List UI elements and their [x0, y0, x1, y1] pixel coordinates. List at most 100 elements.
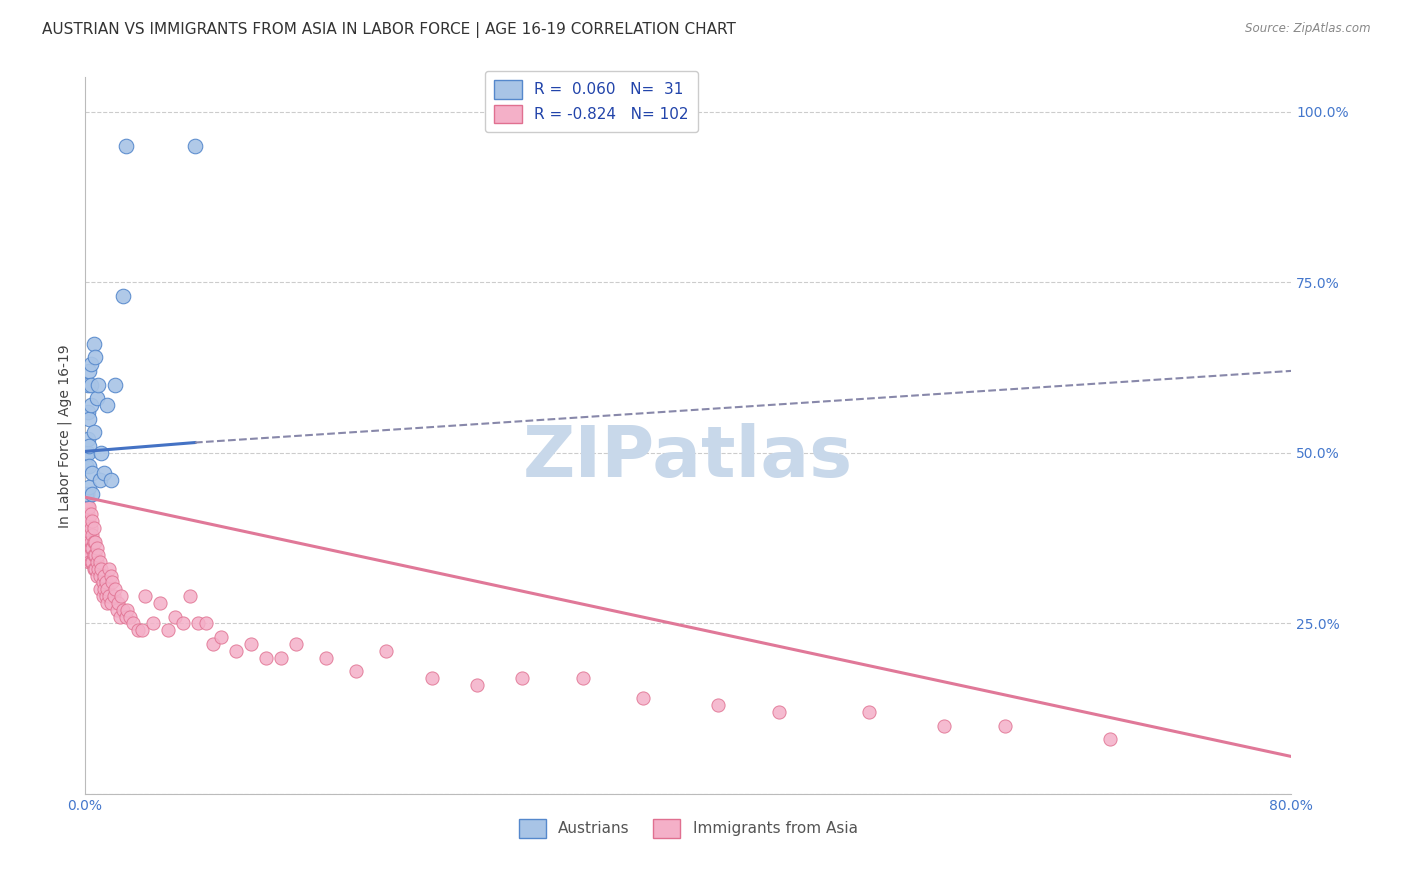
Point — [254, 650, 277, 665]
Point — [77, 446, 100, 460]
Point — [127, 624, 149, 638]
Point — [98, 562, 121, 576]
Point — [77, 541, 100, 556]
Point — [87, 562, 110, 576]
Point — [122, 616, 145, 631]
Point — [86, 541, 108, 556]
Point — [111, 603, 134, 617]
Point — [75, 446, 97, 460]
Y-axis label: In Labor Force | Age 16-19: In Labor Force | Age 16-19 — [58, 344, 72, 527]
Point — [79, 534, 101, 549]
Point — [131, 624, 153, 638]
Point — [79, 411, 101, 425]
Point — [96, 596, 118, 610]
Point — [80, 398, 103, 412]
Point — [75, 493, 97, 508]
Point — [114, 138, 136, 153]
Point — [179, 589, 201, 603]
Point — [165, 609, 187, 624]
Legend: Austrians, Immigrants from Asia: Austrians, Immigrants from Asia — [513, 813, 863, 844]
Point — [110, 589, 132, 603]
Point — [98, 589, 121, 603]
Point — [82, 467, 104, 481]
Point — [86, 568, 108, 582]
Point — [79, 500, 101, 515]
Point — [84, 350, 107, 364]
Point — [115, 603, 138, 617]
Point — [80, 357, 103, 371]
Point — [82, 541, 104, 556]
Point — [270, 650, 292, 665]
Point — [90, 446, 112, 460]
Point — [79, 459, 101, 474]
Point — [79, 555, 101, 569]
Point — [83, 534, 105, 549]
Point — [79, 364, 101, 378]
Point — [93, 467, 115, 481]
Point — [375, 643, 398, 657]
Point — [77, 527, 100, 541]
Point — [994, 719, 1017, 733]
Text: ZIPatlas: ZIPatlas — [523, 423, 853, 491]
Point — [91, 589, 114, 603]
Point — [420, 671, 443, 685]
Point — [77, 514, 100, 528]
Point — [209, 630, 232, 644]
Point — [79, 480, 101, 494]
Point — [77, 377, 100, 392]
Point — [93, 568, 115, 582]
Point — [82, 527, 104, 541]
Point — [84, 548, 107, 562]
Point — [631, 691, 654, 706]
Point — [768, 705, 790, 719]
Point — [100, 568, 122, 582]
Point — [75, 487, 97, 501]
Point — [104, 582, 127, 597]
Point — [114, 609, 136, 624]
Point — [80, 377, 103, 392]
Point — [285, 637, 308, 651]
Point — [134, 589, 156, 603]
Point — [202, 637, 225, 651]
Point — [184, 138, 207, 153]
Point — [77, 507, 100, 521]
Point — [187, 616, 209, 631]
Point — [89, 568, 111, 582]
Point — [100, 473, 122, 487]
Point — [79, 541, 101, 556]
Point — [94, 575, 117, 590]
Point — [344, 664, 367, 678]
Text: Source: ZipAtlas.com: Source: ZipAtlas.com — [1246, 22, 1371, 36]
Point — [120, 609, 142, 624]
Point — [82, 514, 104, 528]
Point — [84, 562, 107, 576]
Point — [1099, 732, 1122, 747]
Point — [108, 609, 131, 624]
Point — [105, 603, 128, 617]
Point — [111, 289, 134, 303]
Point — [77, 487, 100, 501]
Point — [89, 555, 111, 569]
Point — [225, 643, 247, 657]
Point — [87, 548, 110, 562]
Point — [107, 596, 129, 610]
Point — [858, 705, 880, 719]
Point — [79, 514, 101, 528]
Point — [82, 487, 104, 501]
Point — [77, 534, 100, 549]
Point — [96, 582, 118, 597]
Point — [239, 637, 262, 651]
Point — [87, 377, 110, 392]
Point — [91, 575, 114, 590]
Point — [142, 616, 165, 631]
Point — [77, 548, 100, 562]
Point — [82, 555, 104, 569]
Point — [104, 377, 127, 392]
Point — [80, 534, 103, 549]
Point — [83, 425, 105, 440]
Point — [94, 589, 117, 603]
Point — [93, 582, 115, 597]
Point — [315, 650, 337, 665]
Point — [77, 405, 100, 419]
Point — [90, 562, 112, 576]
